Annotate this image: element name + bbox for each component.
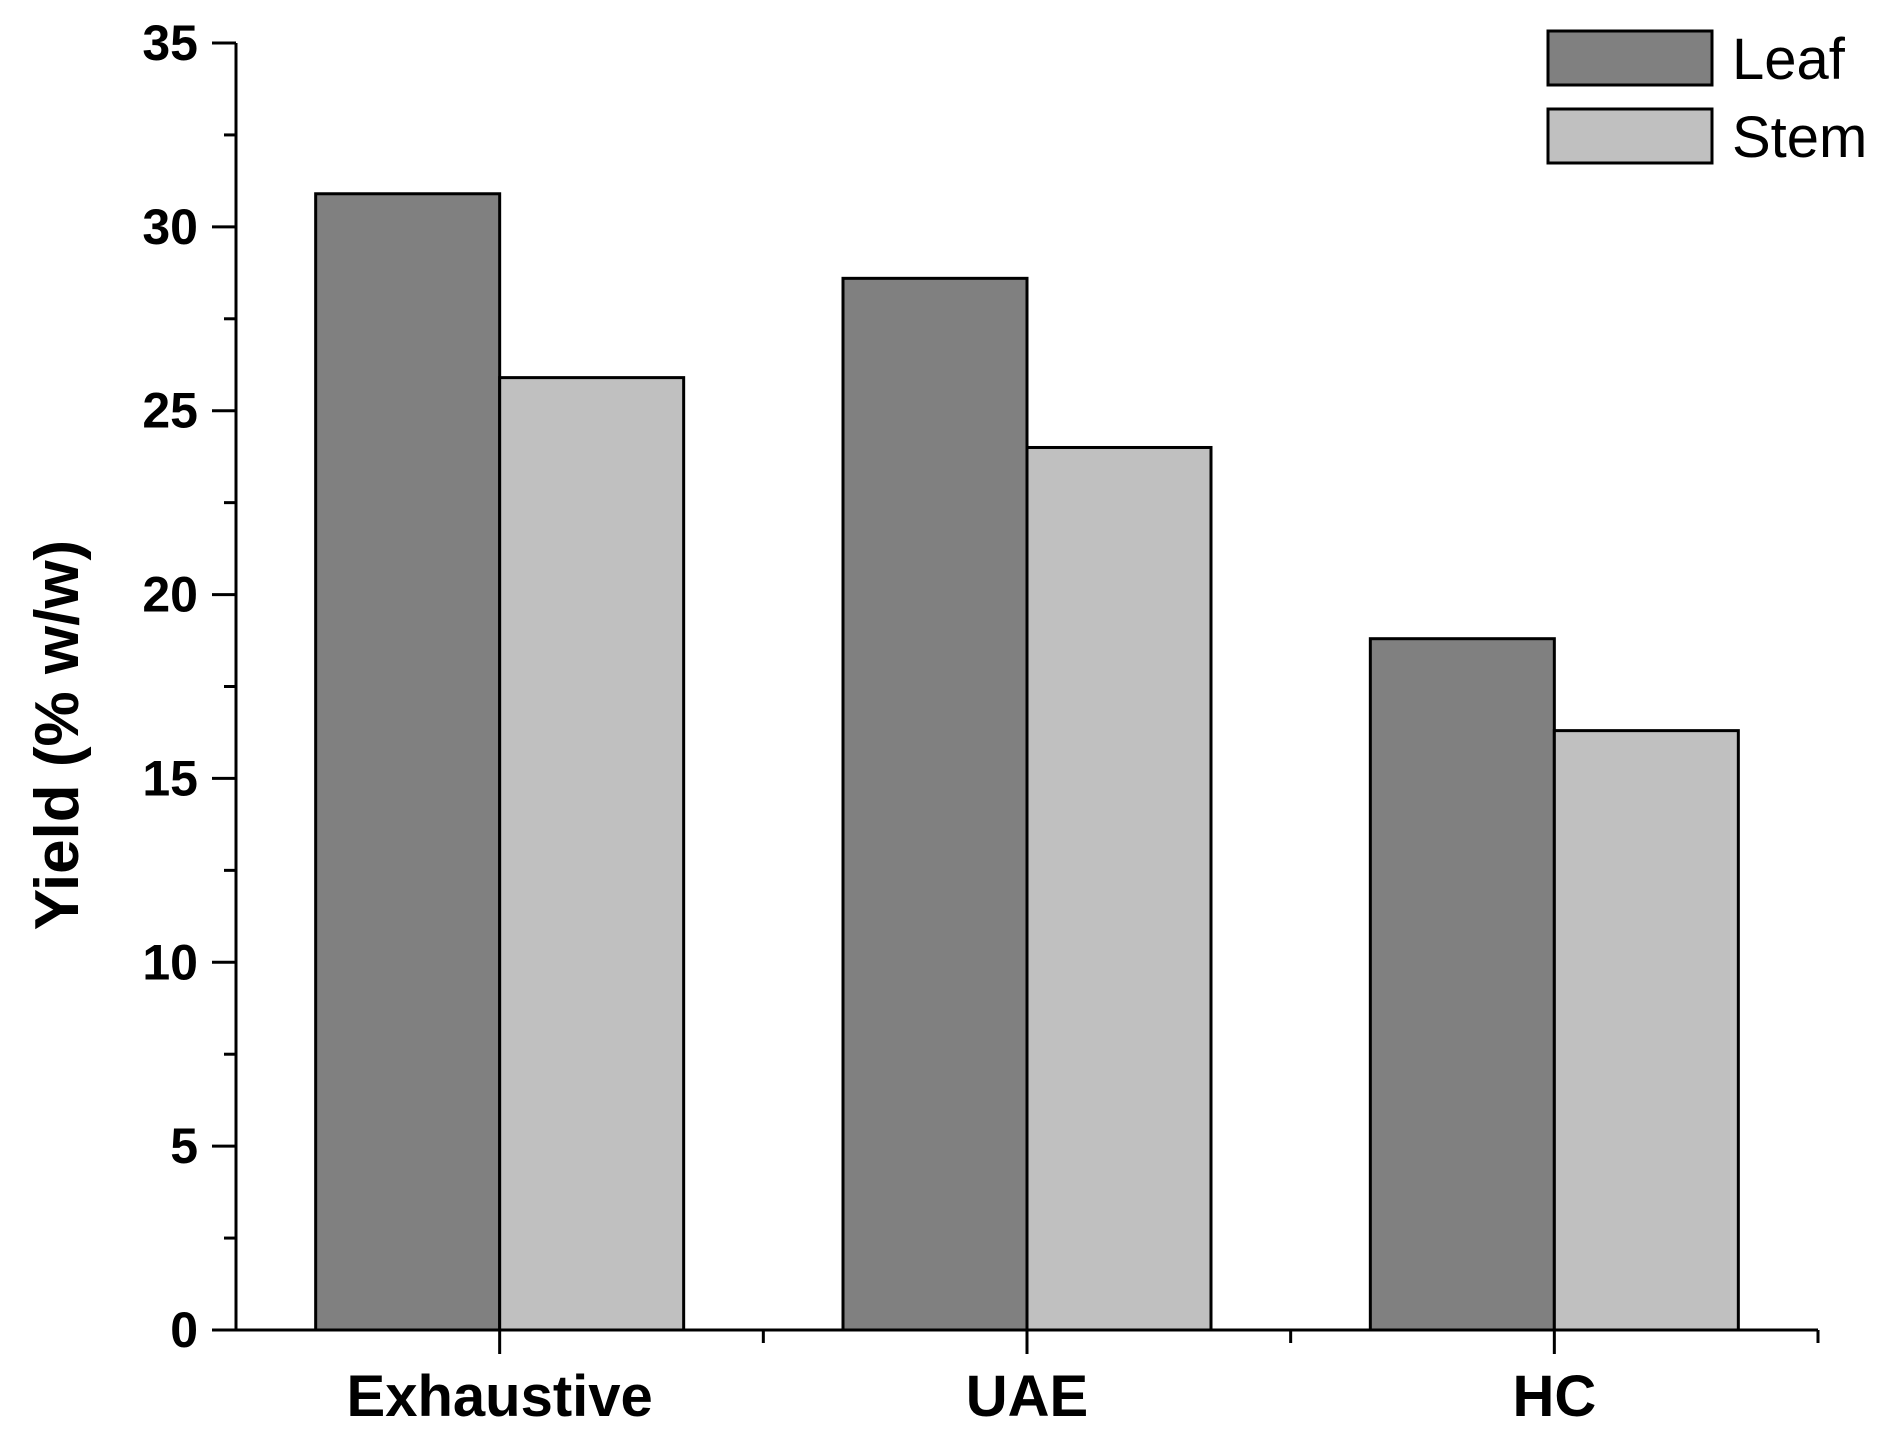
bar-stem-exhaustive (498, 376, 686, 1332)
bar-leaf-exhaustive (314, 192, 502, 1332)
axes-layer: 0 5 10 15 20 25 30 35 Exhaustive UAE HC (142, 15, 1820, 1429)
bar-leaf-hc (1368, 637, 1556, 1332)
legend: Leaf Stem (1546, 27, 1867, 170)
y-tick-label: 25 (142, 383, 198, 439)
bars-layer (314, 192, 1740, 1332)
y-tick-label: 30 (142, 199, 198, 255)
legend-label-leaf: Leaf (1732, 27, 1846, 92)
y-tick-label: 15 (142, 750, 198, 806)
y-tick-label: 20 (142, 567, 198, 623)
legend-label-stem: Stem (1732, 105, 1867, 170)
x-tick-label: Exhaustive (347, 1364, 653, 1429)
y-axis-title: Yield (% w/w) (23, 540, 92, 930)
y-tick-label: 0 (170, 1302, 198, 1358)
bar-leaf-uae (841, 276, 1029, 1332)
bar-stem-hc (1552, 729, 1740, 1332)
legend-swatch-stem (1546, 107, 1714, 165)
y-tick-label: 35 (142, 15, 198, 71)
legend-swatch-leaf (1546, 29, 1714, 87)
x-tick-label: HC (1512, 1364, 1596, 1429)
y-tick-label: 5 (170, 1118, 198, 1174)
x-tick-label: UAE (966, 1364, 1088, 1429)
bar-stem-uae (1025, 445, 1213, 1332)
y-tick-label: 10 (142, 934, 198, 990)
